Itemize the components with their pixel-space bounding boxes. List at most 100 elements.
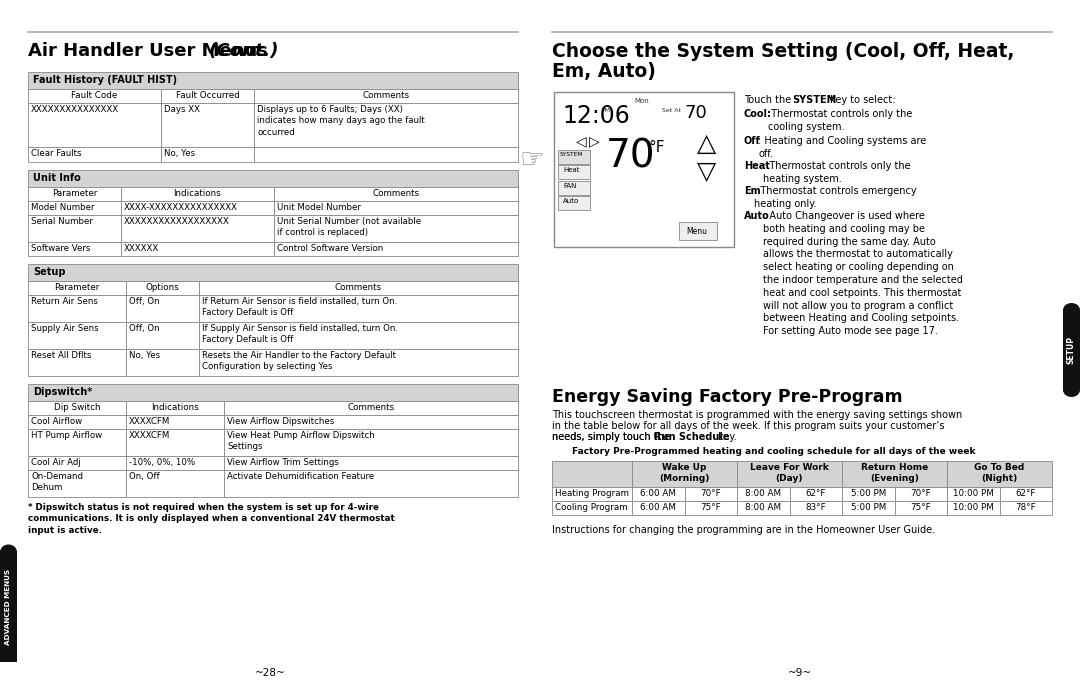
- Bar: [679, 222, 717, 240]
- Bar: [558, 165, 590, 179]
- Bar: [199, 349, 518, 376]
- Text: XXXX-XXXXXXXXXXXXXXX: XXXX-XXXXXXXXXXXXXXX: [124, 203, 238, 212]
- Text: Comments: Comments: [363, 91, 409, 100]
- Bar: [789, 487, 842, 501]
- Bar: [126, 429, 224, 456]
- Text: 70°F: 70°F: [701, 489, 721, 498]
- Text: Reset All Dflts: Reset All Dflts: [31, 351, 92, 360]
- Bar: [685, 501, 737, 515]
- Bar: [121, 187, 274, 201]
- Text: Software Vers: Software Vers: [31, 244, 91, 253]
- Text: Mon: Mon: [634, 98, 649, 104]
- Text: (Cont.): (Cont.): [210, 42, 280, 60]
- Text: Heat: Heat: [744, 161, 770, 171]
- Text: : Thermostat controls emergency
heating only.: : Thermostat controls emergency heating …: [754, 186, 916, 209]
- Bar: [28, 170, 518, 187]
- Text: Thermostat controls only the
cooling system.: Thermostat controls only the cooling sys…: [768, 109, 913, 131]
- Bar: [842, 487, 894, 501]
- Bar: [28, 215, 121, 242]
- Text: Serial Number: Serial Number: [31, 217, 93, 226]
- Text: 5:00 PM: 5:00 PM: [851, 503, 886, 512]
- Text: Unit Info: Unit Info: [33, 173, 81, 183]
- Text: Clear Faults: Clear Faults: [31, 149, 81, 158]
- Text: SETUP: SETUP: [1067, 336, 1076, 364]
- Bar: [126, 456, 224, 470]
- Text: Parameter: Parameter: [52, 189, 97, 198]
- Text: 75°F: 75°F: [701, 503, 721, 512]
- Text: Cool Airflow: Cool Airflow: [31, 417, 82, 426]
- Text: Energy Saving Factory Pre-Program: Energy Saving Factory Pre-Program: [552, 388, 903, 406]
- Text: 62°F: 62°F: [806, 489, 826, 498]
- Text: Fault Occurred: Fault Occurred: [176, 91, 240, 100]
- Text: Comments: Comments: [373, 189, 419, 198]
- Ellipse shape: [0, 545, 17, 560]
- Text: XXXXXXXXXXXXXXXXXX: XXXXXXXXXXXXXXXXXX: [124, 217, 230, 226]
- Text: 83°F: 83°F: [806, 503, 826, 512]
- Text: Model Number: Model Number: [31, 203, 95, 212]
- Text: ADVANCED MENUS: ADVANCED MENUS: [5, 569, 12, 645]
- Text: View Airflow Trim Settings: View Airflow Trim Settings: [227, 458, 339, 467]
- Ellipse shape: [1063, 383, 1080, 397]
- Bar: [999, 487, 1052, 501]
- Text: Air Handler User Menus: Air Handler User Menus: [28, 42, 274, 60]
- Text: Indications: Indications: [174, 189, 221, 198]
- Text: : Thermostat controls only the
heating system.: : Thermostat controls only the heating s…: [764, 161, 910, 184]
- Text: Heating Program: Heating Program: [555, 489, 629, 498]
- Text: ◁: ◁: [576, 134, 586, 148]
- Bar: [199, 295, 518, 322]
- Text: XXXXCFM: XXXXCFM: [129, 431, 171, 440]
- Bar: [789, 501, 842, 515]
- Text: Control Software Version: Control Software Version: [276, 244, 383, 253]
- Text: ☞: ☞: [519, 146, 544, 174]
- Text: XXXXXXXXXXXXXXX: XXXXXXXXXXXXXXX: [31, 105, 119, 114]
- Text: No, Yes: No, Yes: [129, 351, 160, 360]
- Text: This touchscreen thermostat is programmed with the energy saving settings shown: This touchscreen thermostat is programme…: [552, 410, 962, 420]
- Bar: [274, 242, 518, 256]
- Bar: [126, 281, 199, 295]
- Text: 78°F: 78°F: [1015, 503, 1036, 512]
- Text: Fault Code: Fault Code: [71, 91, 118, 100]
- Text: Cool Air Adj: Cool Air Adj: [31, 458, 81, 467]
- Text: Days XX: Days XX: [164, 105, 200, 114]
- Bar: [28, 429, 126, 456]
- Bar: [737, 461, 842, 487]
- Text: Supply Air Sens: Supply Air Sens: [31, 324, 98, 333]
- Bar: [274, 201, 518, 215]
- Text: Dipswitch*: Dipswitch*: [33, 387, 92, 397]
- Text: XXXXXX: XXXXXX: [124, 244, 159, 253]
- Ellipse shape: [1063, 303, 1080, 317]
- Bar: [999, 501, 1052, 515]
- Bar: [28, 264, 518, 281]
- Bar: [894, 501, 947, 515]
- Text: in the table below for all days of the week. If this program suits your customer: in the table below for all days of the w…: [552, 421, 945, 431]
- Text: key to select:: key to select:: [827, 95, 895, 105]
- Bar: [842, 461, 947, 487]
- Text: Unit Serial Number (not available
if control is replaced): Unit Serial Number (not available if con…: [276, 217, 421, 237]
- Bar: [554, 92, 734, 247]
- Text: 6:00 AM: 6:00 AM: [640, 503, 676, 512]
- Text: 70°F: 70°F: [910, 489, 931, 498]
- Bar: [842, 501, 894, 515]
- Text: Off: Off: [744, 136, 760, 146]
- Bar: [632, 487, 685, 501]
- Text: 10:00 PM: 10:00 PM: [953, 489, 994, 498]
- Text: 8:00 AM: 8:00 AM: [745, 503, 781, 512]
- Bar: [126, 401, 224, 415]
- Bar: [552, 461, 632, 487]
- Bar: [28, 281, 126, 295]
- Text: * Dipswitch status is not required when the system is set up for 4-wire
communic: * Dipswitch status is not required when …: [28, 503, 395, 535]
- Bar: [685, 487, 737, 501]
- Text: Setup: Setup: [33, 267, 66, 277]
- Text: FAN: FAN: [563, 183, 577, 189]
- Bar: [224, 415, 518, 429]
- Bar: [737, 501, 789, 515]
- Bar: [126, 295, 199, 322]
- Bar: [28, 349, 126, 376]
- Text: Go To Bed
(Night): Go To Bed (Night): [974, 463, 1025, 484]
- Text: On, Off: On, Off: [129, 472, 160, 481]
- Text: Factory Pre-Programmed heating and cooling schedule for all days of the week: Factory Pre-Programmed heating and cooli…: [572, 447, 975, 456]
- Text: Activate Dehumidification Feature: Activate Dehumidification Feature: [227, 472, 374, 481]
- Bar: [28, 147, 161, 162]
- Text: XXXXCFM: XXXXCFM: [129, 417, 171, 426]
- Text: 75°F: 75°F: [910, 503, 931, 512]
